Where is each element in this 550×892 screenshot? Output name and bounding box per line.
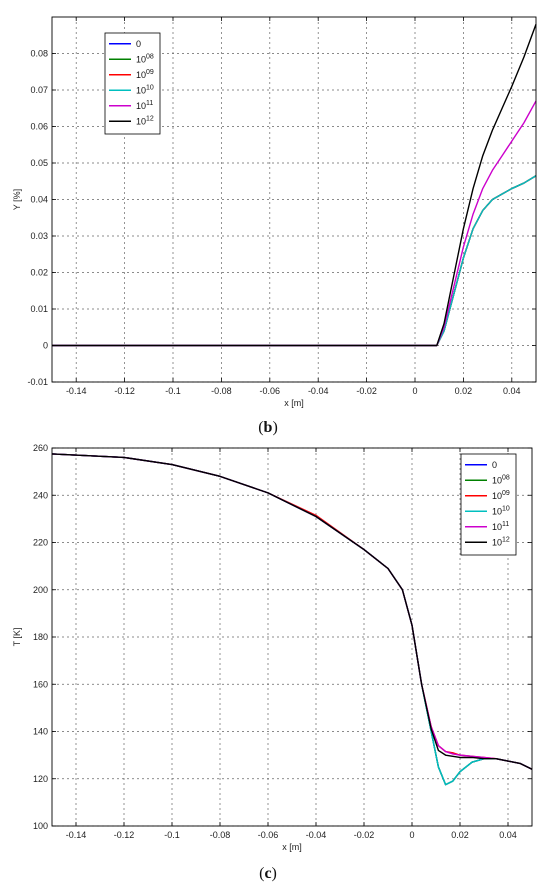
y-tick-label: 260	[33, 443, 48, 453]
y-tick-label: 240	[33, 490, 48, 500]
legend-label: 1010	[492, 505, 510, 516]
legend-label-exponent: 09	[146, 69, 154, 76]
legend-label: 1012	[492, 536, 510, 547]
x-tick-label: -0.02	[356, 386, 377, 396]
series-line-1012	[51, 453, 533, 770]
legend-label: 1012	[136, 115, 154, 126]
y-axis-label: Y [%]	[12, 189, 22, 210]
series-line-1011	[52, 100, 537, 347]
x-tick-label: -0.08	[210, 830, 231, 840]
y-tick-label: 0.05	[30, 158, 48, 168]
legend-label: 1008	[492, 474, 510, 485]
legend-label: 1009	[492, 490, 510, 501]
legend-label: 0	[136, 39, 141, 49]
legend-box	[460, 453, 517, 556]
legend-label-exponent: 08	[146, 53, 154, 60]
caption-c: (c)	[259, 865, 277, 882]
x-tick-label: 0.02	[455, 386, 473, 396]
x-tick-label: -0.14	[66, 386, 87, 396]
legend-label-base: 0	[492, 460, 497, 470]
legend-label-base: 10	[492, 475, 502, 485]
y-tick-label: 200	[33, 585, 48, 595]
y-tick-label: 140	[33, 727, 48, 737]
legend-label: 1010	[136, 84, 154, 95]
x-tick-label: -0.12	[114, 386, 135, 396]
y-tick-label: 0.06	[30, 122, 48, 132]
caption-c-close: )	[272, 865, 277, 882]
caption-c-open: (	[259, 865, 264, 882]
x-tick-label: 0.04	[503, 386, 521, 396]
x-axis-label: x [m]	[284, 398, 304, 408]
y-tick-label: 0.08	[30, 49, 48, 59]
legend-label-exponent: 09	[502, 490, 510, 497]
x-tick-label: 0	[409, 830, 414, 840]
y-tick-label: 180	[33, 632, 48, 642]
x-tick-label: -0.02	[354, 830, 375, 840]
x-tick-label: 0.02	[451, 830, 469, 840]
x-tick-label: -0.04	[308, 386, 329, 396]
y-axis-label: T [K]	[12, 628, 22, 647]
caption-b: (b)	[258, 419, 278, 436]
legend-label-exponent: 12	[146, 115, 154, 122]
x-tick-label: 0	[412, 386, 417, 396]
x-axis-label: x [m]	[282, 842, 302, 852]
legend-label-base: 10	[136, 70, 146, 80]
caption-b-open: (	[258, 419, 263, 436]
legend-label-base: 10	[492, 491, 502, 501]
legend-label-base: 10	[136, 54, 146, 64]
legend-label-exponent: 08	[502, 474, 510, 481]
legend-label-base: 10	[136, 101, 146, 111]
legend-label-base: 10	[136, 85, 146, 95]
legend-label-base: 10	[492, 537, 502, 547]
y-tick-label: 0.02	[30, 268, 48, 278]
y-tick-label: 0.04	[30, 195, 48, 205]
chart-c: -0.14 -0.12 -0.1 -0.08 -0.06 -0.04 -0.02 0 0.02 0…	[12, 443, 533, 852]
legend-label-exponent: 11	[146, 100, 153, 107]
legend-label-exponent: 12	[502, 536, 510, 543]
legend-box	[104, 32, 161, 135]
legend-label: 1011	[136, 100, 153, 111]
x-tick-label: -0.04	[306, 830, 327, 840]
caption-b-letter: b	[264, 419, 273, 436]
x-tick-label: -0.12	[114, 830, 135, 840]
y-tick-label: 160	[33, 679, 48, 689]
legend-label-base: 10	[492, 522, 502, 532]
y-tick-label: -0.01	[27, 377, 48, 387]
legend-label-base: 10	[136, 116, 146, 126]
x-tick-label: -0.1	[165, 386, 181, 396]
y-tick-label: 100	[33, 821, 48, 831]
legend-label-exponent: 10	[502, 505, 510, 512]
y-tick-label: 0.03	[30, 231, 48, 241]
x-tick-label: -0.1	[164, 830, 180, 840]
y-tick-label: 0.01	[30, 304, 48, 314]
y-tick-label: 220	[33, 538, 48, 548]
y-tick-label: 0	[43, 341, 48, 351]
legend-label-base: 10	[492, 506, 502, 516]
series-line-1010	[52, 175, 537, 347]
y-tick-label: 0.07	[30, 85, 48, 95]
x-tick-label: -0.06	[260, 386, 281, 396]
x-tick-label: -0.06	[258, 830, 279, 840]
legend-label-exponent: 11	[502, 521, 509, 528]
chart-b: -0.14 -0.12 -0.1 -0.08 -0.06 -0.04 -0.02 0 0.02 0…	[12, 16, 537, 408]
series-line-1012	[52, 24, 537, 347]
caption-b-close: )	[272, 419, 277, 436]
legend-label-base: 0	[136, 39, 141, 49]
legend-label: 1011	[492, 521, 509, 532]
x-tick-label: 0.04	[499, 830, 517, 840]
x-tick-label: -0.08	[211, 386, 232, 396]
caption-c-letter: c	[264, 865, 271, 882]
x-tick-label: -0.14	[66, 830, 87, 840]
y-tick-label: 120	[33, 774, 48, 784]
legend-label: 0	[492, 460, 497, 470]
legend-label: 1008	[136, 53, 154, 64]
legend-label: 1009	[136, 69, 154, 80]
legend-label-exponent: 10	[146, 84, 154, 91]
